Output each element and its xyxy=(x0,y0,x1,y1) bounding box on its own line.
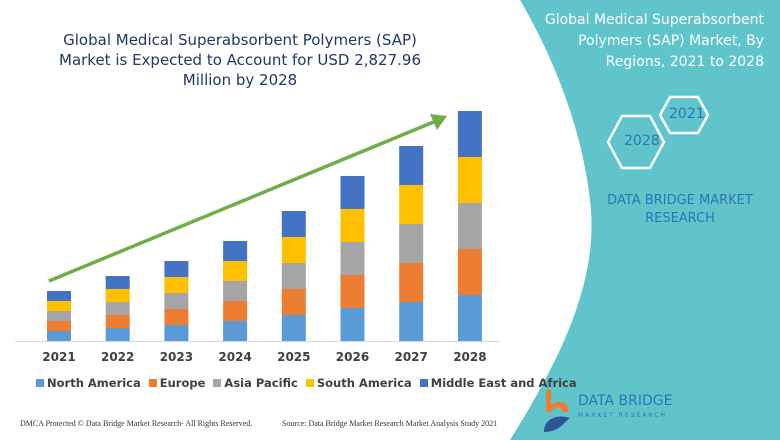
bar-segment-asia-pacific-2028 xyxy=(457,203,482,249)
x-tick-label: 2021 xyxy=(42,350,75,364)
legend-item: South America xyxy=(305,376,412,390)
bar-segment-europe-2025 xyxy=(281,289,306,315)
bar-segment-south-america-2025 xyxy=(281,237,306,263)
bar-segment-europe-2024 xyxy=(223,301,248,321)
bar-segment-north-america-2021 xyxy=(47,331,71,341)
bar-segment-north-america-2022 xyxy=(105,328,130,341)
trend-arrow-line xyxy=(48,119,437,283)
x-tick-label: 2023 xyxy=(160,350,193,364)
bar-segment-south-america-2027 xyxy=(399,185,424,224)
legend-swatch xyxy=(305,379,314,387)
bar-segment-asia-pacific-2026 xyxy=(340,242,365,275)
legend: North America Europe Asia Pacific South … xyxy=(36,376,577,390)
bar-segment-middle-east-and-africa-2027 xyxy=(399,146,424,185)
source-text: Source: Data Bridge Market Research Mark… xyxy=(282,419,498,428)
bar-segment-middle-east-and-africa-2026 xyxy=(340,176,365,209)
legend-swatch xyxy=(36,379,44,387)
brand-text: DATA BRIDGE MARKET RESEARCH xyxy=(607,193,753,226)
legend-item: Europe xyxy=(148,376,205,390)
data-bridge-logo-icon xyxy=(544,390,570,432)
stacked-bar-chart: 2021 2022 2023 2024 2025 2026 2027 2028 xyxy=(15,111,500,364)
hex-year-start: 2021 xyxy=(669,106,705,122)
x-tick-label: 2028 xyxy=(453,350,486,364)
bar-segment-asia-pacific-2021 xyxy=(47,311,71,321)
bar-segment-north-america-2024 xyxy=(223,321,248,341)
bar-segment-north-america-2023 xyxy=(164,325,189,341)
bar-segment-middle-east-and-africa-2028 xyxy=(457,111,482,157)
bar-segment-europe-2027 xyxy=(399,263,424,302)
legend-swatch xyxy=(148,379,157,387)
bar-segment-middle-east-and-africa-2024 xyxy=(223,241,248,261)
x-tick-label: 2024 xyxy=(218,350,251,364)
hexagon-2028-icon xyxy=(606,114,666,170)
logo-subtext: MARKET RESEARCH xyxy=(578,412,667,419)
bar-segment-south-america-2026 xyxy=(340,209,365,242)
legend-item: Asia Pacific xyxy=(213,376,298,390)
bar-segment-north-america-2028 xyxy=(457,295,482,341)
bar-segment-asia-pacific-2023 xyxy=(164,293,189,309)
x-tick-label: 2027 xyxy=(394,350,427,364)
bar-segment-middle-east-and-africa-2021 xyxy=(47,291,71,301)
bar-segment-europe-2028 xyxy=(457,249,482,295)
bar-segment-europe-2026 xyxy=(340,275,365,308)
trend-arrow-head xyxy=(430,114,447,130)
bar-segment-north-america-2025 xyxy=(281,315,306,341)
bar-segment-asia-pacific-2022 xyxy=(105,302,130,315)
hex-year-end: 2028 xyxy=(624,133,660,149)
hexagon-icons xyxy=(606,95,710,170)
bar-segment-europe-2021 xyxy=(47,321,71,331)
bar-segment-asia-pacific-2025 xyxy=(281,263,306,289)
chart-title: Global Medical Superabsorbent Polymers (… xyxy=(59,31,421,89)
bar-segment-north-america-2027 xyxy=(399,302,424,341)
bar-segment-middle-east-and-africa-2022 xyxy=(105,276,130,289)
copyright-text: DMCA Protected © Data Bridge Market Rese… xyxy=(20,419,253,428)
legend-item: North America xyxy=(36,376,141,390)
bar-segment-south-america-2023 xyxy=(164,277,189,293)
x-tick-label: 2022 xyxy=(101,350,134,364)
bar-segment-south-america-2028 xyxy=(457,157,482,203)
bar-segment-south-america-2022 xyxy=(105,289,130,302)
legend-swatch xyxy=(419,379,428,387)
bar-segment-asia-pacific-2024 xyxy=(223,281,248,301)
bar-segment-south-america-2021 xyxy=(47,301,71,311)
bar-segment-north-america-2026 xyxy=(340,308,365,341)
hexagon-2021-icon xyxy=(658,95,710,135)
legend-item: Middle East and Africa xyxy=(419,376,577,390)
bar-segment-middle-east-and-africa-2025 xyxy=(281,211,306,237)
bar-segment-asia-pacific-2027 xyxy=(399,224,424,263)
bar-segment-middle-east-and-africa-2023 xyxy=(164,261,189,277)
bar-segment-europe-2022 xyxy=(105,315,130,328)
panel-title: Global Medical Superabsorbent Polymers (… xyxy=(544,12,764,70)
logo-text: DATA BRIDGE xyxy=(578,393,673,409)
x-tick-label: 2025 xyxy=(277,350,310,364)
x-tick-label: 2026 xyxy=(336,350,369,364)
bar-segment-europe-2023 xyxy=(164,309,189,325)
teal-panel xyxy=(510,0,780,440)
legend-swatch xyxy=(213,379,222,387)
bar-segment-south-america-2024 xyxy=(223,261,248,281)
